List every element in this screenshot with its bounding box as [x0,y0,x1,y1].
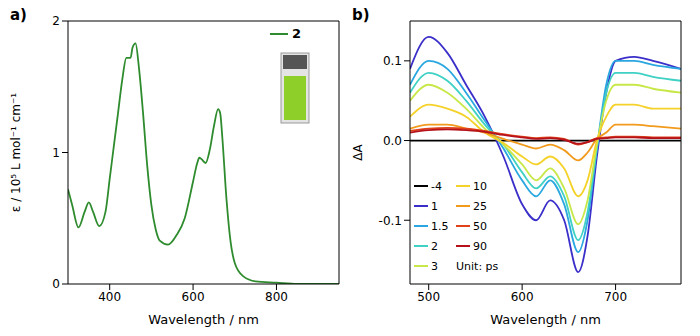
svg-text:Wavelength / nm: Wavelength / nm [490,312,601,327]
html-text:3: 3 [431,259,438,273]
svg-text:ΔA: ΔA [351,144,365,161]
svg-text:0.0: 0.0 [383,134,402,148]
html-text:90: 90 [473,239,487,253]
svg-text:2: 2 [52,14,60,28]
html-text:50: 50 [473,219,487,233]
svg-text:700: 700 [604,290,627,304]
html-text:a): a) [10,6,27,24]
svg-text:500: 500 [417,290,440,304]
svg-text:ε / 10⁵ L mol⁻¹ cm⁻¹: ε / 10⁵ L mol⁻¹ cm⁻¹ [9,93,23,212]
svg-text:Wavelength / nm: Wavelength / nm [148,312,259,327]
html-text:2: 2 [292,26,301,41]
html-text:10: 10 [473,179,487,193]
html-text:1: 1 [431,199,438,213]
html-text:Unit: ps: Unit: ps [456,259,499,273]
html-text:b): b) [352,6,370,24]
html-text:2: 2 [431,239,438,253]
html-text:1.5: 1.5 [431,219,449,233]
svg-text:600: 600 [182,290,205,304]
svg-text:-0.1: -0.1 [379,214,402,228]
html-text:25: 25 [473,199,487,213]
svg-text:400: 400 [98,290,121,304]
svg-text:0.1: 0.1 [383,54,402,68]
svg-text:800: 800 [265,290,288,304]
svg-text:600: 600 [511,290,534,304]
html-text:-4: -4 [431,179,442,193]
svg-text:0: 0 [52,277,60,291]
svg-text:1: 1 [52,146,60,160]
